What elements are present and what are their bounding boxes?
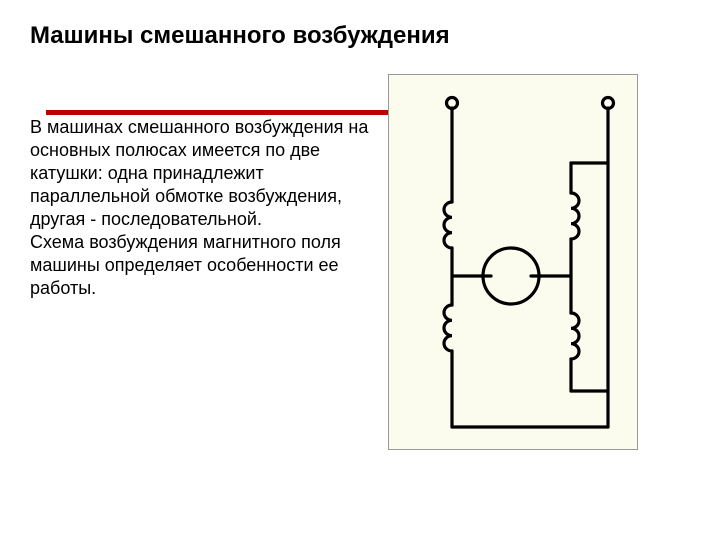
slide-title: Машины смешанного возбуждения bbox=[30, 22, 690, 50]
circuit-svg bbox=[389, 75, 639, 451]
title-underline bbox=[46, 110, 394, 115]
body-text-span: В машинах смешанного возбуждения на осно… bbox=[30, 117, 368, 298]
circuit-diagram-container bbox=[388, 74, 638, 450]
body-text: В машинах смешанного возбуждения на осно… bbox=[30, 74, 376, 300]
circuit-diagram bbox=[388, 74, 638, 450]
